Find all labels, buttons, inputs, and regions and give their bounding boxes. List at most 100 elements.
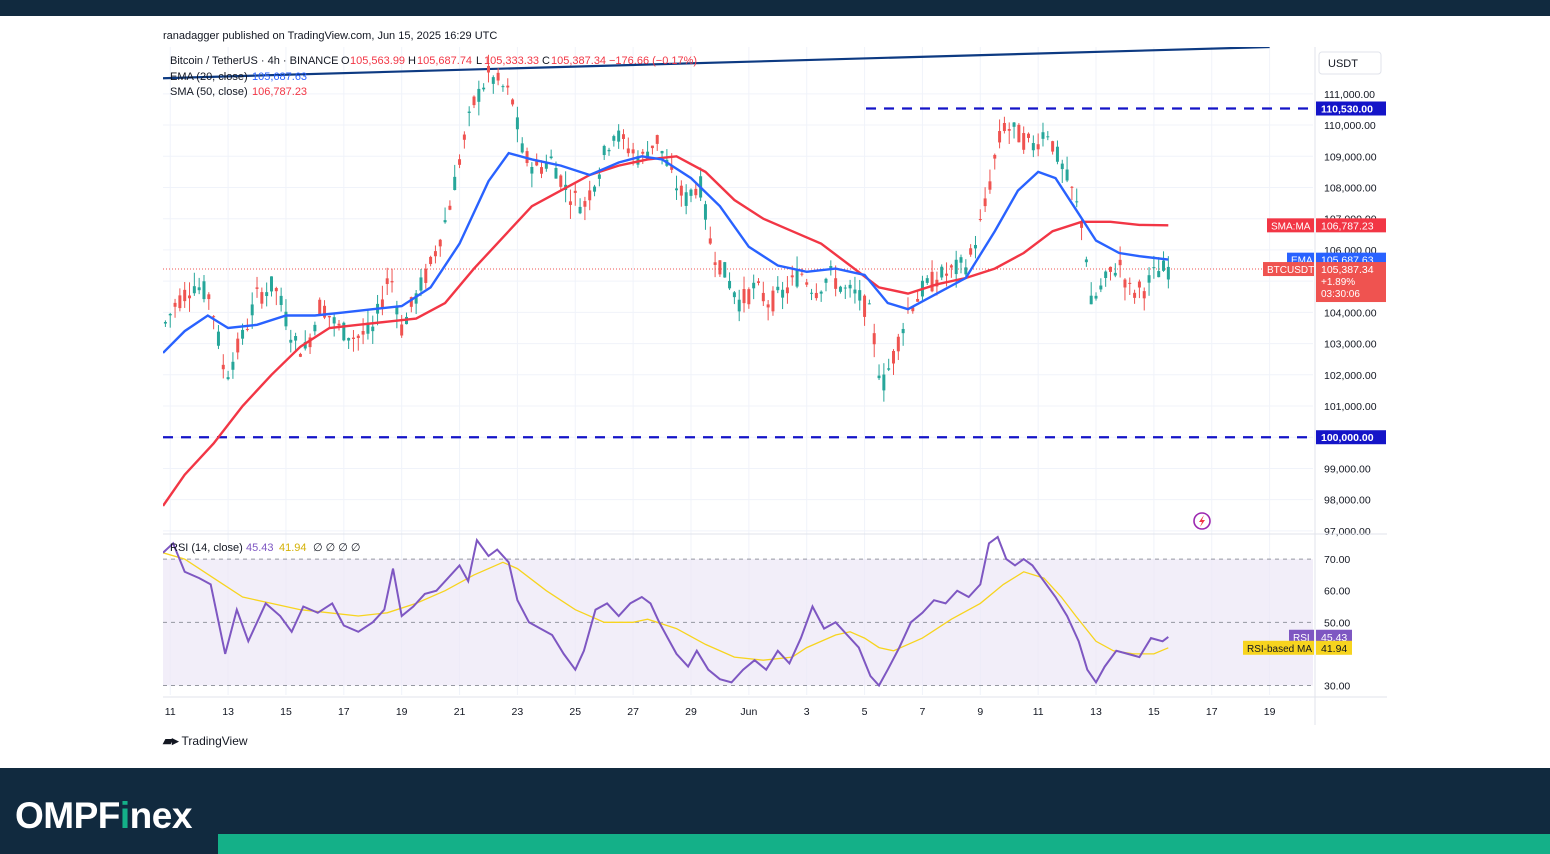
x-tick-label: Jun bbox=[740, 706, 757, 718]
rsi-tag-label: RSI bbox=[1293, 633, 1310, 644]
candle-body bbox=[380, 299, 384, 308]
y-tick-label: 111,000.00 bbox=[1324, 89, 1375, 101]
candle-body bbox=[443, 220, 447, 223]
candle-body bbox=[1002, 122, 1006, 132]
tradingview-logo: ▰▸ TradingView bbox=[163, 733, 248, 749]
rsi-tick-label: 30.00 bbox=[1324, 681, 1350, 693]
candle-body bbox=[1046, 136, 1050, 138]
price-tag-price: 105,387.34 bbox=[1321, 264, 1374, 276]
candle-body bbox=[313, 324, 317, 332]
candle-body bbox=[448, 205, 452, 210]
x-tick-label: 17 bbox=[338, 706, 350, 718]
rsi-ma-line bbox=[163, 552, 1169, 661]
candle-body bbox=[250, 304, 254, 316]
candle-body bbox=[694, 188, 698, 196]
candle-body bbox=[366, 322, 370, 334]
x-tick-label: 19 bbox=[1264, 706, 1276, 718]
lightning-icon[interactable] bbox=[1193, 512, 1211, 530]
candle-body bbox=[834, 278, 838, 289]
candle-body bbox=[1080, 221, 1084, 228]
candle-body bbox=[1070, 186, 1074, 188]
y-tick-label: 99,000.00 bbox=[1324, 463, 1371, 475]
x-tick-label: 15 bbox=[1148, 706, 1160, 718]
candle-body bbox=[294, 336, 298, 341]
candle-body bbox=[1075, 201, 1079, 203]
ohlc-open-label: O bbox=[341, 55, 350, 67]
candle-body bbox=[578, 206, 582, 214]
candle-body bbox=[1118, 259, 1122, 266]
candle-body bbox=[1089, 295, 1093, 305]
candle-body bbox=[241, 329, 245, 339]
candle-body bbox=[549, 156, 553, 159]
brand-accent: i bbox=[119, 795, 130, 836]
candle-body bbox=[1123, 279, 1127, 288]
candle-body bbox=[395, 307, 399, 315]
y-tick-label: 103,000.00 bbox=[1324, 339, 1377, 351]
level-tag-label: 110,530.00 bbox=[1321, 103, 1373, 115]
candle-body bbox=[896, 336, 900, 352]
candle-body bbox=[1162, 260, 1166, 271]
candle-body bbox=[467, 111, 471, 113]
candle-body bbox=[964, 267, 968, 275]
candle-body bbox=[621, 134, 625, 139]
candle-body bbox=[269, 276, 273, 292]
rsi-lines bbox=[163, 535, 1169, 688]
candle-body bbox=[949, 265, 953, 268]
candle-body bbox=[351, 337, 355, 339]
footer-accent-bar bbox=[218, 834, 1550, 854]
level-tag bbox=[1316, 430, 1386, 445]
candle-body bbox=[207, 294, 211, 300]
rsi-ma-tag-value: 41.94 bbox=[1321, 643, 1347, 655]
y-tick-label: 109,000.00 bbox=[1324, 151, 1377, 163]
candlesticks bbox=[163, 54, 1170, 402]
candle-body bbox=[1017, 124, 1021, 143]
candle-body bbox=[660, 151, 664, 154]
candle-body bbox=[597, 174, 601, 179]
candle-body bbox=[1022, 133, 1026, 150]
candle-body bbox=[737, 299, 741, 312]
ema-tag-label: EMA bbox=[1291, 256, 1313, 267]
candle-body bbox=[863, 295, 867, 317]
candle-body bbox=[274, 288, 278, 292]
axes: 97,000.00 98,000.00 99,000.00 100,000.00 101… bbox=[163, 47, 1387, 725]
candle-body bbox=[824, 278, 828, 283]
sma-tag-label-bg bbox=[1267, 218, 1314, 233]
candle-body bbox=[458, 159, 462, 165]
candle-body bbox=[559, 175, 563, 187]
brand-part1: OMPF bbox=[15, 795, 120, 836]
candle-body bbox=[216, 331, 220, 346]
x-tick-label: 21 bbox=[454, 706, 466, 718]
rsi-line bbox=[163, 535, 1169, 688]
tradingview-icon: ▰▸ bbox=[163, 733, 179, 748]
candle-body bbox=[544, 162, 548, 169]
candle-body bbox=[226, 377, 230, 380]
candle-body bbox=[752, 282, 756, 289]
price-tags: 110,530.00 100,000.00 SMA:MA 106,787.23 EMA 1… bbox=[1243, 101, 1386, 655]
candle-body bbox=[202, 281, 206, 300]
candle-body bbox=[554, 167, 558, 179]
candle-body bbox=[776, 286, 780, 291]
x-tick-label: 25 bbox=[569, 706, 581, 718]
candle-body bbox=[675, 188, 679, 191]
candle-body bbox=[761, 292, 765, 302]
symbol-name: Bitcoin / TetherUS · 4h · BINANCE bbox=[170, 55, 339, 67]
candle-body bbox=[477, 88, 481, 102]
candle-body bbox=[945, 273, 949, 276]
candle-body bbox=[602, 145, 606, 156]
candle-body bbox=[593, 186, 597, 192]
candle-body bbox=[438, 239, 442, 247]
candle-body bbox=[212, 316, 216, 318]
sma-legend-label: SMA (50, close) bbox=[170, 86, 248, 98]
candle-body bbox=[1084, 259, 1088, 263]
currency-button[interactable] bbox=[1318, 51, 1382, 75]
candle-body bbox=[993, 154, 997, 159]
candle-body bbox=[732, 292, 736, 298]
candle-body bbox=[1137, 281, 1141, 288]
candle-body bbox=[197, 287, 201, 291]
candle-body bbox=[838, 286, 842, 292]
btc-chart[interactable]: 97,000.00 98,000.00 99,000.00 100,000.00 101… bbox=[163, 47, 1387, 725]
candle-body bbox=[983, 198, 987, 207]
candle-body bbox=[1108, 266, 1112, 272]
candle-body bbox=[409, 297, 413, 307]
x-tick-label: 23 bbox=[512, 706, 524, 718]
